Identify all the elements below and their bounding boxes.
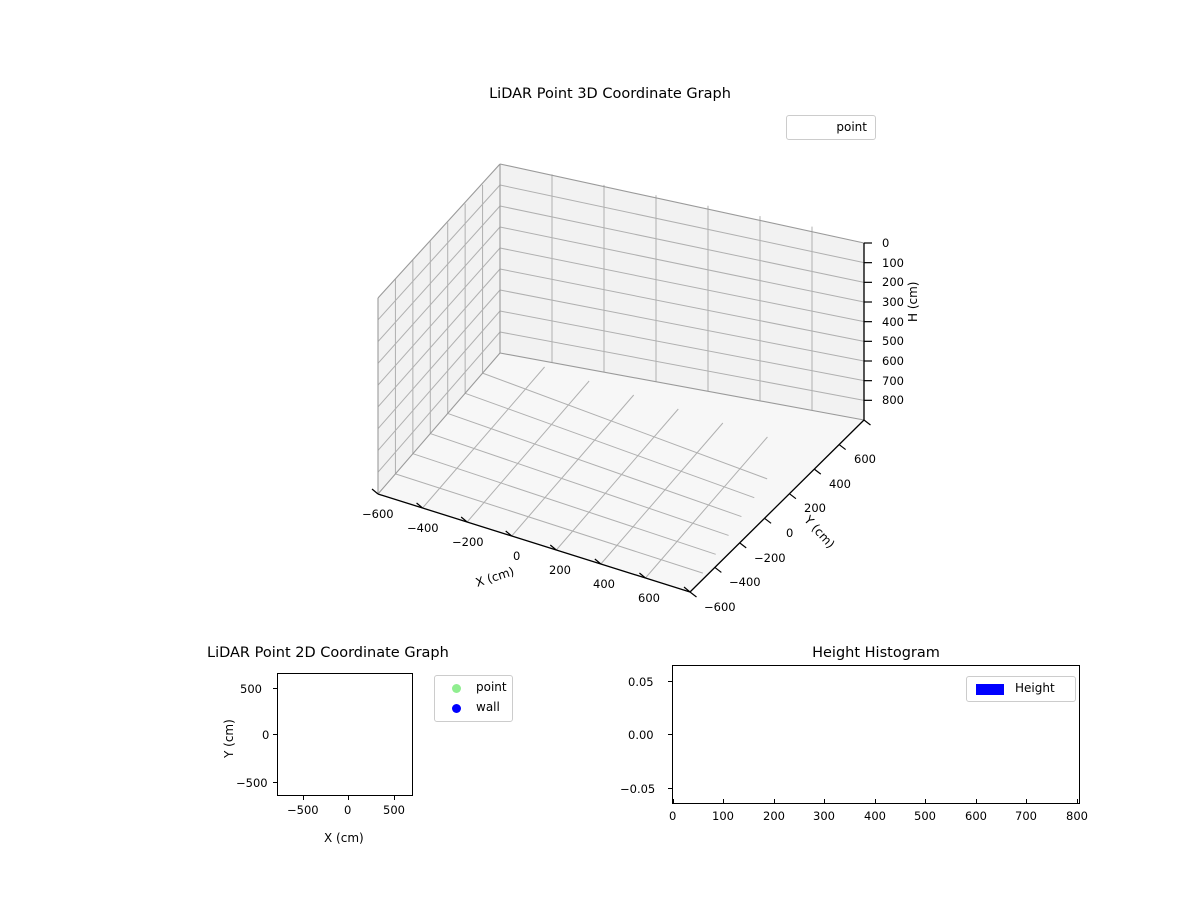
y-tickmark-hist [668,788,672,789]
legend-label-wall: wall [476,700,500,714]
y-ticklabel-3d: 600 [854,452,876,466]
y-ticklabel-3d: 200 [804,501,826,515]
y-ticklabel-2d: −500 [236,776,268,790]
lidar-3d-axes[interactable]: −600 −400 −200 0 200 400 600 −600 −400 −… [300,110,920,630]
x-ticklabel-hist: 400 [864,809,886,823]
x-ticklabel-3d: 600 [638,591,660,605]
grid-lines-3d [377,174,865,579]
plot3d-legend[interactable]: point [786,115,876,140]
plot3d-canvas [371,163,872,598]
x-tickmark-hist [824,799,825,803]
z-ticklabel-3d: 400 [882,315,904,329]
x-tickmark-hist [774,799,775,803]
x-ticklabel-hist: 500 [914,809,936,823]
x-ticklabel-hist: 800 [1066,809,1088,823]
x-tickmark-hist [723,799,724,803]
x-tickmark-hist [875,799,876,803]
y-ticklabel-3d: 400 [829,477,851,491]
y-ticklabel-3d: −600 [704,600,736,614]
wall-marker-icon [452,704,461,713]
y-tickmark-2d [273,782,277,783]
y-tickmark-2d [273,688,277,689]
x-tickmark-2d [394,796,395,800]
x-ticklabel-3d: −600 [362,507,394,521]
x-ticklabel-hist: 700 [1015,809,1037,823]
y-ticklabel-hist: −0.05 [620,782,656,796]
x-ticklabel-3d: 400 [593,577,615,591]
pane-left [378,164,500,494]
x-tickmark-2d [348,796,349,800]
x-ticklabel-3d: 0 [513,549,521,563]
y-ticklabel-3d: −400 [729,575,761,589]
height-color-patch-icon [976,684,1004,695]
z-ticklabel-3d: 100 [882,256,904,270]
pane-floor [378,353,864,592]
histogram-legend[interactable]: Height [966,676,1076,702]
z-tickmarks-3d [864,242,872,401]
z-axis-label-3d: H (cm) [906,281,920,323]
lidar-2d-plot-area[interactable] [277,673,413,796]
z-ticklabel-3d: 600 [882,354,904,368]
x-ticklabel-2d: 0 [344,803,352,817]
y-tickmark-hist [668,734,672,735]
x-ticklabel-3d: −200 [452,535,484,549]
legend-label-point: point [476,680,507,694]
x-ticklabel-hist: 300 [813,809,835,823]
plot3d-title: LiDAR Point 3D Coordinate Graph [489,86,731,102]
x-tickmark-hist [1077,799,1078,803]
x-axis-spine [377,493,691,593]
legend-entry-wall[interactable]: wall [435,699,512,719]
y-axis-label-2d: Y (cm) [222,719,236,758]
y-tickmark-2d [273,734,277,735]
x-tickmark-2d [303,796,304,800]
y-ticklabel-hist: 0.00 [628,728,654,742]
x-ticklabel-hist: 600 [965,809,987,823]
histogram-title: Height Histogram [812,645,940,661]
x-tickmark-hist [1026,799,1027,803]
x-tickmarks-3d [371,488,691,593]
x-tickmark-hist [976,799,977,803]
y-ticklabel-3d: 0 [786,526,794,540]
y-tickmarks-3d [689,419,871,598]
y-tickmark-hist [668,681,672,682]
x-axis-label-2d: X (cm) [324,831,364,845]
axis-spines-3d [377,243,865,593]
z-ticklabel-3d: 700 [882,374,904,388]
legend-label-height: Height [1015,681,1055,695]
y-ticklabel-2d: 500 [240,682,262,696]
point-marker-icon [452,684,461,693]
z-ticklabel-3d: 200 [882,275,904,289]
x-tickmark-hist [925,799,926,803]
plot2d-title: LiDAR Point 2D Coordinate Graph [207,645,449,661]
legend-label-point: point [836,120,867,134]
legend-entry-point[interactable]: point [435,679,512,699]
z-ticklabel-3d: 500 [882,334,904,348]
x-ticklabel-hist: 100 [712,809,734,823]
x-ticklabel-3d: −400 [407,521,439,535]
x-ticklabel-2d: −500 [287,803,319,817]
y-ticklabel-2d: 0 [262,728,270,742]
z-ticklabel-3d: 300 [882,295,904,309]
pane-back [500,164,864,420]
plot2d-legend[interactable]: point wall [434,675,513,722]
x-tickmark-hist [673,799,674,803]
z-ticklabel-3d: 0 [882,236,890,250]
x-ticklabel-3d: 200 [549,563,571,577]
x-ticklabel-hist: 0 [669,809,677,823]
z-ticklabel-3d: 800 [882,393,904,407]
y-ticklabel-hist: 0.05 [628,675,654,689]
x-ticklabel-hist: 200 [763,809,785,823]
x-ticklabel-2d: 500 [383,803,405,817]
y-axis-spine [689,419,865,593]
y-ticklabel-3d: −200 [754,551,786,565]
